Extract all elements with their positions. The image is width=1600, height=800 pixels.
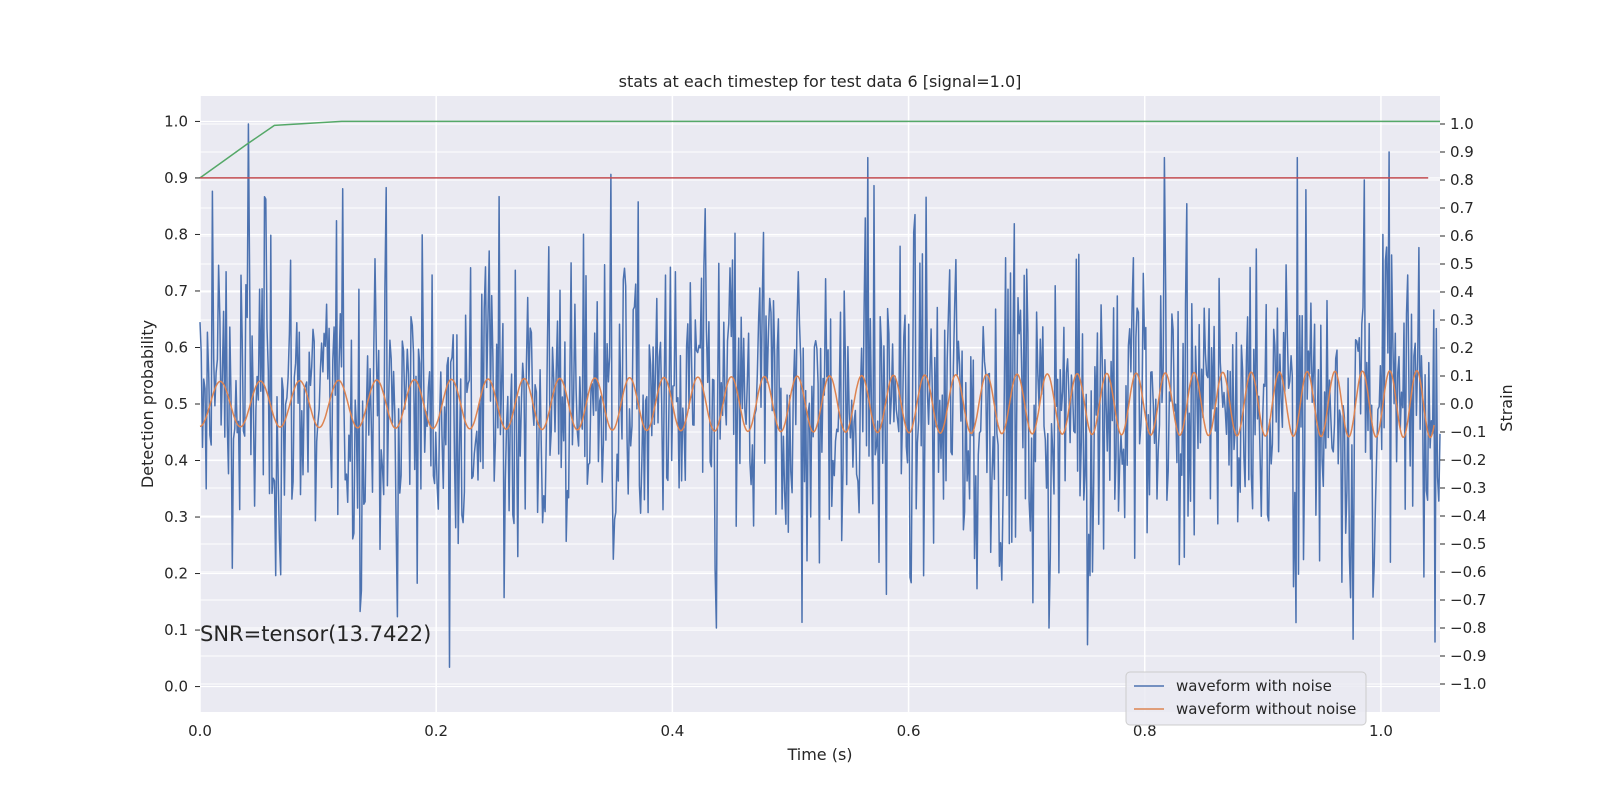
y-axis-ticks: 0.0 0.1 0.2 0.3 0.4 0.5 0.6 0.7 0.8 0.9 1.0 [164,112,200,696]
legend-box [1125,671,1367,726]
x-tick-label: 0.2 [424,722,448,740]
y2-tick-label: 0.1 [1450,367,1474,385]
y-axis-label: Detection probability [138,320,157,488]
y2-tick-label: −0.2 [1450,451,1486,469]
y2-tick-label: 0.5 [1450,255,1474,273]
y-tick-label: 0.4 [164,452,188,470]
y-tick-label: 0.6 [164,338,188,356]
y-tick-label: 0.0 [164,678,188,696]
y2-tick-label: −0.6 [1450,563,1486,581]
x-axis-ticks: 0.0 0.2 0.4 0.6 0.8 1.0 [188,722,1393,740]
y-tick-label: 0.1 [164,621,188,639]
legend: waveform with noise waveform without noi… [1125,671,1367,726]
y2-tick-label: 1.0 [1450,115,1474,133]
y2-axis-ticks: −1.0 −0.9 −0.8 −0.7 −0.6 −0.5 −0.4 −0.3 −0.2 −0.1… [1440,115,1486,693]
y-tick-label: 0.5 [164,395,188,413]
y2-tick-label: 0.3 [1450,311,1474,329]
series-line-detection-probability [199,120,1440,179]
x-tick-label: 0.4 [660,722,684,740]
y-tick-label: 0.9 [164,169,188,187]
y-tick-label: 0.3 [164,508,188,526]
y2-tick-label: 0.7 [1450,199,1474,217]
legend-label-waveform-without-noise: waveform without noise [1176,700,1356,718]
y2-tick-label: 0.6 [1450,227,1474,245]
x-tick-label: 0.8 [1133,722,1157,740]
x-tick-label: 0.0 [188,722,212,740]
y2-tick-label: −0.5 [1450,535,1486,553]
chart-title: stats at each timestep for test data 6 [… [619,72,1022,91]
y2-tick-label: −0.3 [1450,479,1486,497]
y2-tick-label: −0.9 [1450,647,1486,665]
series-line-waveform-without-noise [199,369,1435,439]
y-tick-label: 1.0 [164,112,188,130]
snr-annotation: SNR=tensor(13.7422) [200,622,431,646]
y2-tick-label: −0.1 [1450,423,1486,441]
x-axis-label: Time (s) [786,745,852,764]
x-tick-label: 0.6 [897,722,921,740]
y2-tick-label: 0.9 [1450,143,1474,161]
y2-tick-label: 0.2 [1450,339,1474,357]
y2-tick-label: 0.4 [1450,283,1474,301]
y2-tick-label: −0.7 [1450,591,1486,609]
x-tick-label: 1.0 [1369,722,1393,740]
legend-label-waveform-with-noise: waveform with noise [1176,677,1332,695]
y2-axis-label: Strain [1497,384,1516,431]
y2-tick-label: −0.4 [1450,507,1486,525]
y2-tick-label: −0.8 [1450,619,1486,637]
y2-tick-label: −1.0 [1450,675,1486,693]
series-lines [199,120,1441,668]
y2-tick-label: 0.8 [1450,171,1474,189]
y-tick-label: 0.8 [164,225,188,243]
y-tick-label: 0.7 [164,282,188,300]
y-tick-label: 0.2 [164,565,188,583]
series-line-waveform-with-noise [199,123,1441,668]
y2-tick-label: 0.0 [1450,395,1474,413]
